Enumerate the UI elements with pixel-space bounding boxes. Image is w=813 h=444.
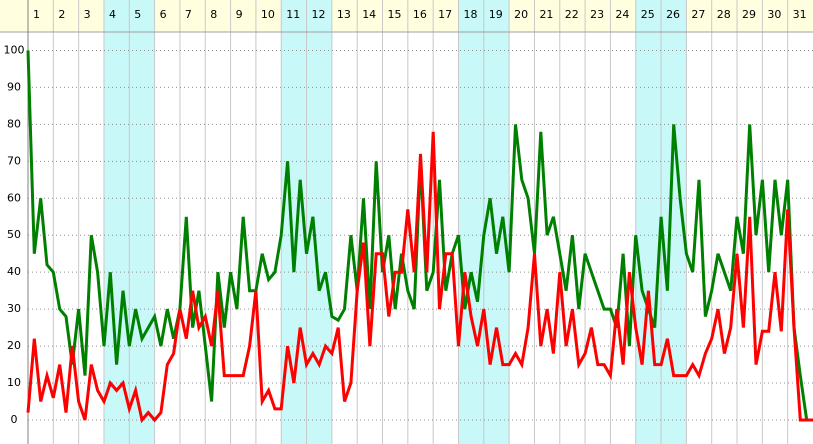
day-label: 2 xyxy=(58,8,65,21)
day-label: 23 xyxy=(590,8,604,21)
day-label: 13 xyxy=(337,8,351,21)
day-label: 6 xyxy=(160,8,167,21)
y-tick-label: 40 xyxy=(7,265,21,278)
day-label: 29 xyxy=(742,8,756,21)
y-tick-label: 90 xyxy=(7,80,21,93)
y-tick-label: 60 xyxy=(7,191,21,204)
weekend-shade xyxy=(458,0,484,444)
day-label: 26 xyxy=(666,8,680,21)
day-label: 1 xyxy=(33,8,40,21)
day-label: 15 xyxy=(388,8,402,21)
y-tick-label: 30 xyxy=(7,302,21,315)
day-label: 20 xyxy=(514,8,528,21)
y-tick-label: 0 xyxy=(11,413,18,426)
y-tick-label: 70 xyxy=(7,154,21,167)
day-label: 4 xyxy=(109,8,116,21)
y-tick-label: 100 xyxy=(4,43,25,56)
day-label: 14 xyxy=(362,8,376,21)
day-label: 21 xyxy=(539,8,553,21)
weekend-shade xyxy=(635,0,662,444)
y-tick-label: 20 xyxy=(7,339,21,352)
day-label: 18 xyxy=(463,8,477,21)
day-label: 27 xyxy=(691,8,705,21)
weekend-shade xyxy=(306,0,332,444)
y-tick-label: 50 xyxy=(7,228,21,241)
weekend-shade xyxy=(129,0,155,444)
day-label: 8 xyxy=(210,8,217,21)
day-label: 17 xyxy=(438,8,452,21)
day-label: 25 xyxy=(641,8,655,21)
day-label: 22 xyxy=(565,8,579,21)
weekend-shade xyxy=(103,0,130,444)
y-tick-label: 10 xyxy=(7,376,21,389)
day-label: 7 xyxy=(185,8,192,21)
day-label: 10 xyxy=(261,8,275,21)
day-label: 5 xyxy=(134,8,141,21)
day-label: 16 xyxy=(413,8,427,21)
day-label: 24 xyxy=(615,8,629,21)
day-label: 9 xyxy=(236,8,243,21)
day-label: 12 xyxy=(312,8,326,21)
day-label: 30 xyxy=(767,8,781,21)
day-label: 11 xyxy=(286,8,300,21)
day-label: 3 xyxy=(84,8,91,21)
y-tick-label: 80 xyxy=(7,117,21,130)
day-label: 31 xyxy=(793,8,807,21)
day-label: 28 xyxy=(717,8,731,21)
day-label: 19 xyxy=(489,8,503,21)
weekend-shade xyxy=(483,0,510,444)
series-line xyxy=(26,131,813,424)
